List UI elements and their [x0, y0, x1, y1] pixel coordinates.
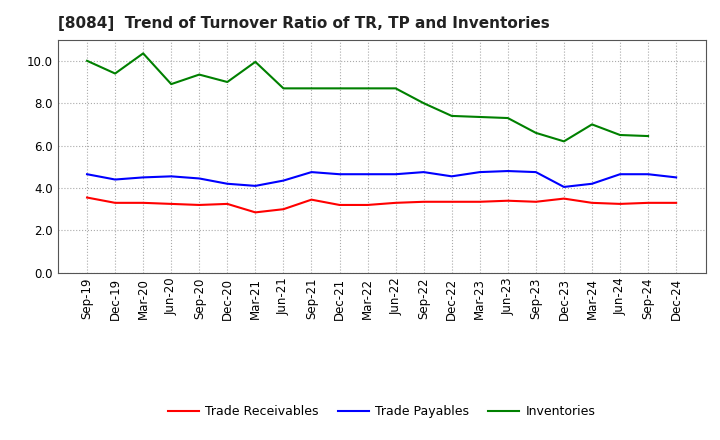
Trade Receivables — [336, 202, 344, 208]
Inventories — [336, 86, 344, 91]
Trade Receivables — [195, 202, 204, 208]
Line: Inventories: Inventories — [87, 53, 648, 141]
Inventories — [251, 59, 260, 65]
Trade Receivables — [419, 199, 428, 205]
Trade Receivables — [559, 196, 568, 201]
Inventories — [391, 86, 400, 91]
Trade Receivables — [251, 210, 260, 215]
Trade Receivables — [616, 201, 624, 206]
Trade Payables — [111, 177, 120, 182]
Trade Receivables — [279, 206, 288, 212]
Trade Payables — [588, 181, 596, 187]
Trade Receivables — [447, 199, 456, 205]
Trade Receivables — [475, 199, 484, 205]
Line: Trade Receivables: Trade Receivables — [87, 198, 676, 213]
Inventories — [364, 86, 372, 91]
Trade Payables — [307, 169, 316, 175]
Inventories — [503, 115, 512, 121]
Text: [8084]  Trend of Turnover Ratio of TR, TP and Inventories: [8084] Trend of Turnover Ratio of TR, TP… — [58, 16, 549, 32]
Trade Payables — [559, 184, 568, 190]
Trade Payables — [531, 169, 540, 175]
Inventories — [307, 86, 316, 91]
Trade Payables — [364, 172, 372, 177]
Inventories — [559, 139, 568, 144]
Legend: Trade Receivables, Trade Payables, Inventories: Trade Receivables, Trade Payables, Inven… — [163, 400, 600, 423]
Trade Payables — [672, 175, 680, 180]
Trade Payables — [616, 172, 624, 177]
Trade Payables — [251, 183, 260, 188]
Trade Receivables — [83, 195, 91, 200]
Trade Payables — [336, 172, 344, 177]
Trade Payables — [139, 175, 148, 180]
Inventories — [83, 58, 91, 63]
Trade Receivables — [223, 201, 232, 206]
Trade Payables — [475, 169, 484, 175]
Inventories — [195, 72, 204, 77]
Inventories — [588, 122, 596, 127]
Inventories — [223, 79, 232, 84]
Trade Payables — [644, 172, 652, 177]
Trade Receivables — [531, 199, 540, 205]
Inventories — [279, 86, 288, 91]
Trade Receivables — [672, 200, 680, 205]
Trade Payables — [195, 176, 204, 181]
Trade Payables — [167, 174, 176, 179]
Trade Payables — [391, 172, 400, 177]
Inventories — [475, 114, 484, 120]
Trade Payables — [419, 169, 428, 175]
Trade Payables — [83, 172, 91, 177]
Inventories — [419, 101, 428, 106]
Trade Payables — [223, 181, 232, 187]
Inventories — [139, 51, 148, 56]
Inventories — [616, 132, 624, 138]
Trade Payables — [279, 178, 288, 183]
Inventories — [447, 113, 456, 118]
Trade Receivables — [588, 200, 596, 205]
Trade Receivables — [364, 202, 372, 208]
Trade Receivables — [167, 201, 176, 206]
Inventories — [644, 133, 652, 139]
Trade Payables — [503, 169, 512, 174]
Trade Payables — [447, 174, 456, 179]
Trade Receivables — [307, 197, 316, 202]
Inventories — [111, 71, 120, 76]
Trade Receivables — [391, 200, 400, 205]
Inventories — [167, 81, 176, 87]
Trade Receivables — [503, 198, 512, 203]
Trade Receivables — [644, 200, 652, 205]
Trade Receivables — [139, 200, 148, 205]
Line: Trade Payables: Trade Payables — [87, 171, 676, 187]
Trade Receivables — [111, 200, 120, 205]
Inventories — [531, 130, 540, 136]
